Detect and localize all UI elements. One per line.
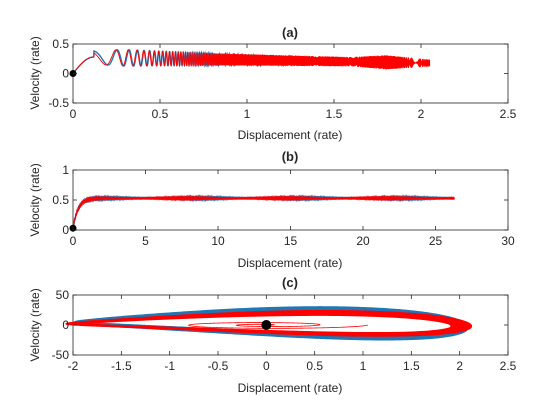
panel-a: (a) 0 0.5 1 1.5 2 2.5-0.500.5 Displacement (r… — [28, 25, 517, 142]
panel-a-series-red — [72, 49, 431, 74]
panel-b-xtick-label: 25 — [429, 234, 443, 248]
panel-a-ytick-label: 0.5 — [52, 37, 69, 51]
panel-c-start-marker — [261, 320, 272, 330]
panel-b-series-red — [72, 194, 455, 229]
panel-c-series-red — [65, 309, 473, 337]
panel-c-xtick-label: 0 — [263, 359, 270, 373]
panel-c-xtick-label: 2 — [456, 359, 463, 373]
panel-b-xtick-label: 20 — [356, 234, 370, 248]
panel-c-xtick-label: -1 — [164, 359, 175, 373]
panel-a-title: (a) — [282, 25, 298, 40]
panel-b-title: (b) — [282, 149, 299, 164]
panel-b-xtick-label: 10 — [211, 234, 225, 248]
panel-c-xtick-label: 1 — [360, 359, 367, 373]
panel-a-ylabel: Velocity (rate) — [28, 36, 42, 109]
panel-a-ytick-label: -0.5 — [48, 96, 69, 110]
panel-c-ylabel: Velocity (rate) — [28, 288, 42, 361]
panel-b-ytick-label: 1 — [62, 163, 69, 177]
panel-a-xtick-label: 2.5 — [500, 107, 517, 121]
panel-b-xtick-label: 5 — [142, 234, 149, 248]
panel-a-ytick-label: 0 — [62, 67, 69, 81]
panel-c-xtick-label: 2.5 — [500, 359, 517, 373]
panel-a-xlabel: Displacement (rate) — [238, 128, 343, 142]
panel-c-xtick-label: -0.5 — [208, 359, 229, 373]
panel-c-xtick-label: 1.5 — [403, 359, 420, 373]
panel-b-ytick-label: 0 — [62, 223, 69, 237]
panel-b-xtick-label: 0 — [70, 234, 77, 248]
panel-c-ticks: -2 -1.5 -1 -0.5 0 0.5 1 1.5 2 2.5 -50 0 50 — [52, 288, 517, 373]
panel-a-xtick-label: 2 — [418, 107, 425, 121]
panel-c-ytick-label: 50 — [56, 288, 70, 302]
panel-a-xtick-label: 1 — [244, 107, 251, 121]
panel-a-xtick-label: 0.5 — [152, 107, 169, 121]
panel-a-xtick-label: 1.5 — [326, 107, 343, 121]
panel-c-xtick-label: 0.5 — [306, 359, 323, 373]
panel-c-ytick-label: -50 — [52, 348, 70, 362]
panel-c-xtick-label: -2 — [68, 359, 79, 373]
panel-b-ticks: 0 5 10 15 20 25 30 0 0.5 1 — [52, 163, 515, 248]
panel-c-title: (c) — [282, 275, 298, 290]
panel-c-ytick-label: 0 — [62, 318, 69, 332]
panel-b-xlabel: Displacement (rate) — [238, 256, 343, 270]
panel-a-xtick-label: 0 — [70, 107, 77, 121]
panel-b: (b) 0 5 10 15 20 25 30 0 0.5 1 Displacement (rate… — [28, 149, 515, 270]
panel-c-plot — [65, 306, 473, 341]
panel-a-ticks: 0 0.5 1 1.5 2 2.5-0.500.5 — [48, 37, 516, 121]
panel-c-xtick-label: -1.5 — [111, 359, 132, 373]
panel-b-ylabel: Velocity (rate) — [28, 163, 42, 236]
panel-c-transient — [188, 322, 368, 329]
panel-c-xlabel: Displacement (rate) — [238, 381, 343, 395]
panel-b-ytick-label: 0.5 — [52, 193, 69, 207]
panel-b-xtick-label: 15 — [284, 234, 298, 248]
panel-c: (c) -2 -1.5 -1 -0.5 0 0.5 1 1.5 2 2.5 -50 0 50 Displ… — [28, 275, 517, 395]
panel-b-xtick-label: 30 — [501, 234, 515, 248]
